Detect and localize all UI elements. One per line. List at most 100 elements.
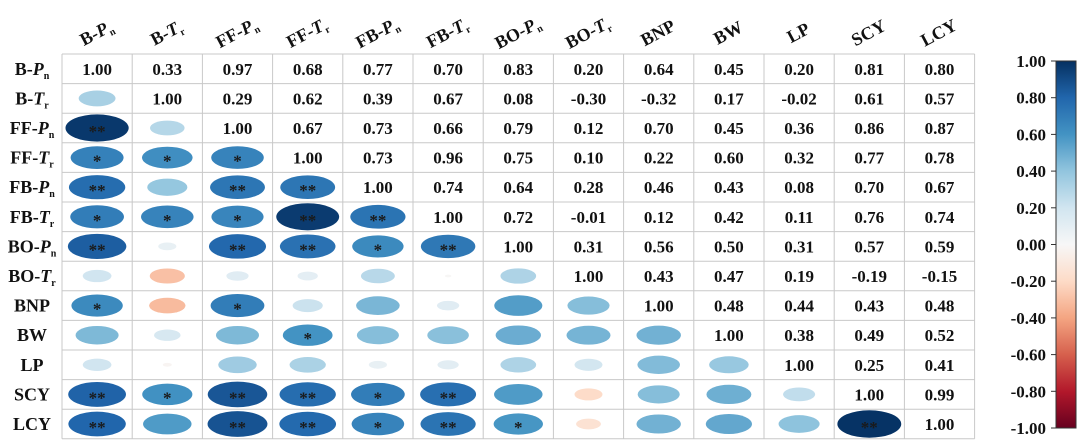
row-label: FF-Pn — [10, 118, 55, 141]
correlation-value: -0.15 — [922, 267, 957, 286]
significance-stars: ** — [299, 418, 316, 437]
correlation-value: 0.20 — [574, 60, 604, 79]
correlation-value: 0.17 — [714, 89, 744, 108]
correlation-ellipse — [500, 268, 537, 284]
correlation-ellipse — [68, 381, 126, 407]
colorbar-tick-label: 1.00 — [1016, 52, 1046, 71]
significance-stars: * — [374, 240, 383, 259]
correlation-value: -0.32 — [641, 89, 676, 108]
correlation-ellipse — [637, 385, 680, 404]
significance-stars: * — [303, 329, 312, 348]
significance-stars: ** — [229, 388, 246, 407]
label-symbol: T — [38, 148, 50, 168]
significance-stars: * — [163, 388, 172, 407]
column-label: LCY — [917, 15, 960, 51]
correlation-ellipse — [149, 297, 186, 314]
correlation-ellipse — [356, 296, 400, 315]
correlation-value: 0.43 — [854, 297, 884, 316]
label-subscript: r — [44, 100, 49, 111]
label-subscript: r — [323, 24, 333, 36]
significance-stars: * — [374, 418, 383, 437]
correlation-ellipse — [208, 234, 267, 259]
column-label: BW — [710, 17, 746, 49]
label-base: FB- — [9, 177, 38, 197]
correlation-ellipse — [210, 294, 265, 318]
colorbar-tick-label: 0.40 — [1016, 162, 1046, 181]
label-subscript: r — [464, 24, 474, 36]
column-label: BNP — [637, 15, 678, 50]
correlation-value: 0.39 — [363, 89, 393, 108]
label-subscript: r — [49, 160, 54, 171]
colorbar-tick-label: -0.60 — [1011, 346, 1046, 365]
row-label: LP — [20, 355, 43, 375]
correlation-ellipse — [289, 356, 326, 373]
correlation-ellipse — [150, 120, 185, 136]
significance-stars: ** — [89, 122, 106, 141]
correlation-value: 0.50 — [714, 237, 744, 256]
label-base: BO- — [8, 266, 40, 286]
label-subscript: n — [393, 24, 403, 37]
correlation-ellipse — [71, 294, 123, 317]
significance-stars: ** — [89, 240, 106, 259]
correlation-value: 0.44 — [784, 297, 814, 316]
correlation-value: 0.68 — [293, 60, 323, 79]
correlation-ellipse — [636, 414, 681, 434]
significance-stars: * — [233, 152, 242, 171]
correlation-ellipse — [158, 242, 177, 251]
diagonal-value: 1.00 — [293, 149, 323, 168]
correlation-ellipse — [282, 324, 333, 346]
label-base: LCY — [917, 15, 960, 51]
correlation-value: 0.22 — [644, 149, 674, 168]
row-label: B-Tr — [15, 88, 49, 111]
correlation-value: 0.28 — [574, 178, 604, 197]
correlation-value: 0.19 — [784, 267, 814, 286]
diagonal-value: 1.00 — [644, 297, 674, 316]
correlation-ellipse — [352, 235, 404, 258]
correlation-ellipse — [279, 411, 337, 437]
correlation-value: 0.57 — [925, 89, 955, 108]
correlation-ellipse — [207, 381, 268, 408]
significance-stars: ** — [299, 388, 316, 407]
correlation-value: 0.67 — [925, 178, 955, 197]
correlation-ellipse — [142, 146, 193, 169]
correlation-value: -0.30 — [571, 89, 606, 108]
label-base: B- — [15, 88, 33, 108]
label-base: LP — [783, 18, 813, 46]
column-label: B-Tr — [147, 16, 188, 52]
correlation-value: 0.56 — [644, 237, 674, 256]
diagonal-value: 1.00 — [433, 208, 463, 227]
label-base: FF- — [10, 118, 38, 138]
correlation-value: 0.43 — [644, 267, 674, 286]
correlation-value: 0.81 — [854, 60, 884, 79]
row-label: BNP — [14, 296, 50, 316]
correlation-value: 0.08 — [503, 89, 533, 108]
correlation-value: 0.75 — [503, 149, 533, 168]
significance-stars: * — [163, 152, 172, 171]
correlation-value: 0.52 — [925, 326, 955, 345]
correlation-ellipse — [162, 362, 172, 367]
correlation-value: 0.29 — [223, 89, 253, 108]
correlation-ellipse — [574, 358, 603, 371]
matrix-cells: 1.00 0.33 0.97 0.68 0.77 0.70 0.83 0.20 0.64 0.45… — [65, 60, 957, 438]
significance-stars: ** — [440, 418, 457, 437]
correlation-value: 0.49 — [854, 326, 884, 345]
significance-stars: ** — [89, 388, 106, 407]
correlation-value: 0.48 — [925, 297, 955, 316]
row-label: B-Pn — [15, 59, 50, 82]
column-label: BO-Pn — [491, 12, 545, 55]
correlation-ellipse — [82, 269, 112, 283]
significance-stars: ** — [89, 418, 106, 437]
diagonal-value: 1.00 — [925, 415, 955, 434]
diagonal-value: 1.00 — [854, 385, 884, 404]
correlation-ellipse — [207, 411, 268, 437]
row-label: BO-Tr — [8, 266, 56, 289]
correlation-ellipse — [500, 357, 537, 373]
label-subscript: r — [51, 278, 56, 289]
matrix-grid — [61, 53, 976, 440]
correlation-ellipse — [567, 296, 610, 315]
column-labels: B-Pn B-Tr FF-Pn FF-Tr FB-Pn FB-Tr BO-Pn BO-Tr BN… — [76, 12, 960, 55]
label-base: B- — [15, 59, 33, 79]
label-subscript: r — [606, 23, 616, 35]
correlation-value: -0.19 — [852, 267, 887, 286]
